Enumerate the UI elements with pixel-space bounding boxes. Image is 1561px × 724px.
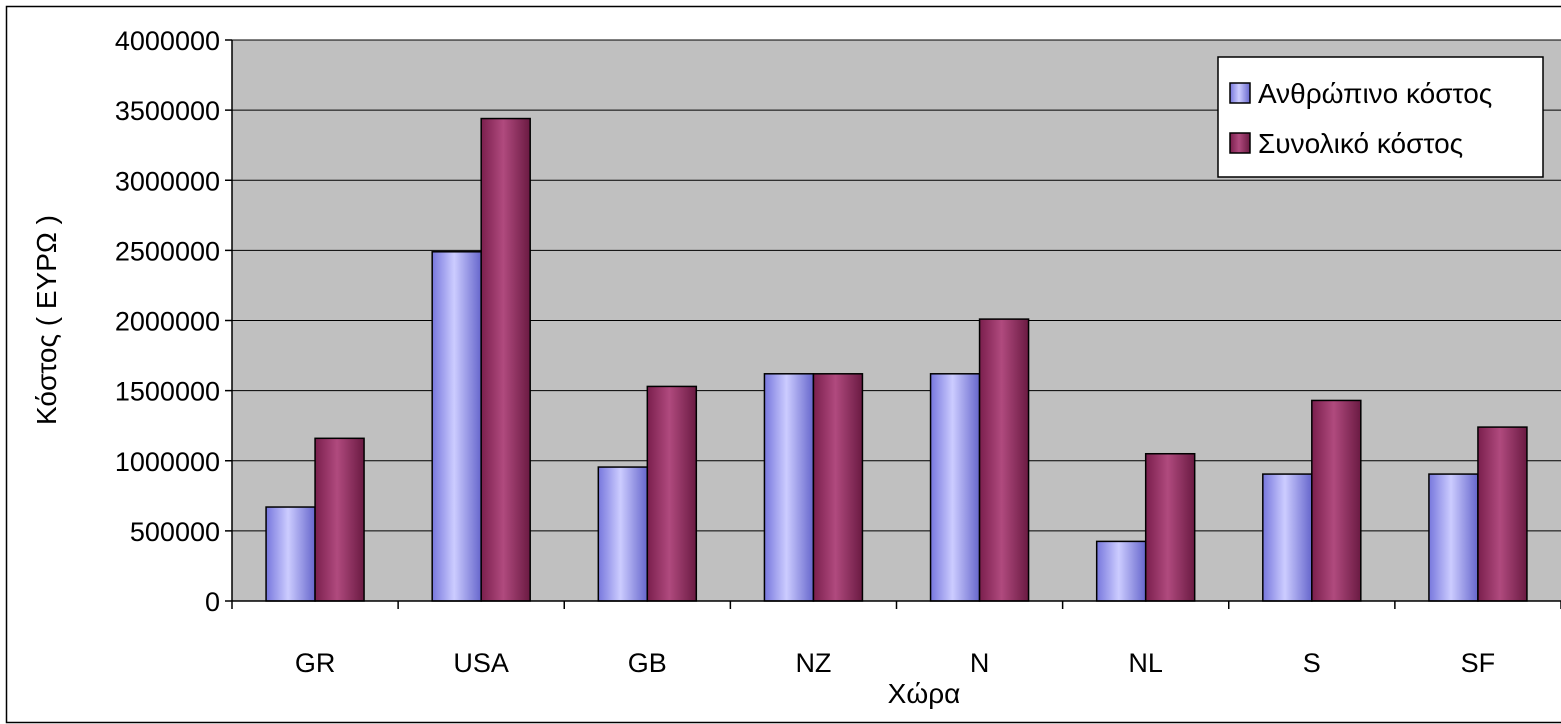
x-axis-title: Χώρα — [888, 678, 961, 709]
y-tick-label: 500000 — [130, 517, 220, 547]
x-tick-label: N — [970, 648, 990, 678]
bar-human-usa — [431, 251, 482, 602]
bar-total-gr — [314, 437, 365, 602]
bar-total-nl — [1144, 452, 1196, 602]
bar-human-s — [1262, 473, 1313, 602]
bar-human-gr — [265, 506, 316, 602]
legend-label-human: Ανθρώπινο κόστος — [1258, 78, 1492, 109]
y-tick-label: 3000000 — [115, 166, 220, 196]
y-tick-label: 3500000 — [115, 96, 220, 126]
bar-total-gb — [646, 385, 698, 602]
bar-total-sf — [1477, 426, 1528, 602]
x-tick-label: S — [1303, 648, 1321, 678]
bars — [265, 117, 1528, 602]
y-axis-title: Κόστος ( ΕΥΡΩ ) — [31, 215, 62, 425]
x-tick-label: NL — [1128, 648, 1163, 678]
x-tick-label: GB — [628, 648, 667, 678]
x-tick-label: NZ — [795, 648, 831, 678]
bar-total-usa — [480, 117, 531, 602]
y-tick-label: 4000000 — [115, 26, 220, 56]
y-tick-label: 0 — [205, 587, 220, 617]
y-tick-label: 1500000 — [115, 377, 220, 407]
x-tick-label: SF — [1461, 648, 1496, 678]
bar-total-nz — [812, 373, 864, 602]
x-tick-label: GR — [295, 648, 336, 678]
bar-human-nl — [1095, 540, 1147, 602]
bar-total-s — [1311, 399, 1362, 602]
bar-total-n — [978, 318, 1030, 602]
x-tick-label: USA — [453, 648, 509, 678]
bar-human-sf — [1428, 473, 1479, 602]
y-tick-label: 2000000 — [115, 307, 220, 337]
x-axis-ticks: GR USA GB NZ N NL S SF — [231, 601, 1561, 678]
legend-swatch-human — [1229, 82, 1251, 104]
legend: Ανθρώπινο κόστος Συνολικό κόστος — [1217, 56, 1544, 178]
y-tick-label: 2500000 — [115, 236, 220, 266]
legend-box — [1217, 56, 1544, 178]
y-tick-label: 1000000 — [115, 447, 220, 477]
bar-human-nz — [763, 373, 815, 602]
bar-human-gb — [597, 466, 649, 602]
legend-swatch-total — [1229, 132, 1251, 154]
legend-label-total: Συνολικό κόστος — [1258, 128, 1463, 159]
y-axis-ticks: 0 500000 1000000 1500000 2000000 2500000 30000… — [115, 26, 232, 617]
bar-human-n — [929, 373, 981, 602]
